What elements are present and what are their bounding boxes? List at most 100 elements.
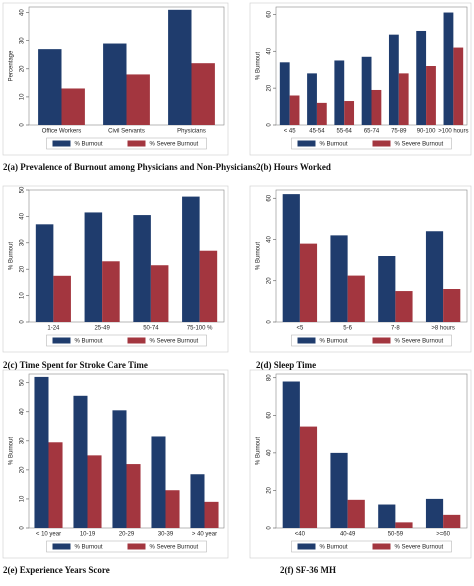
- bar: [425, 231, 444, 322]
- y-tick-label: 0: [267, 320, 273, 324]
- plot-frame: [28, 189, 225, 323]
- bar: [388, 34, 399, 125]
- legend-label: % Severe Burnout: [150, 141, 199, 147]
- y-tick-label: 0: [20, 320, 26, 324]
- bar: [426, 66, 436, 125]
- legend-swatch: [52, 337, 71, 344]
- x-tick-label: 40-49: [340, 532, 356, 538]
- bar: [316, 102, 327, 125]
- legend-label: % Burnout: [320, 544, 348, 550]
- x-tick-label: >8 hours: [431, 326, 455, 332]
- legend-label: % Burnout: [320, 141, 348, 147]
- legend-label: % Burnout: [75, 544, 103, 550]
- y-tick-label: 40: [267, 449, 273, 456]
- bar: [48, 442, 63, 528]
- legend-label: % Severe Burnout: [150, 338, 199, 344]
- y-tick-label: 30: [20, 437, 26, 444]
- bar: [347, 275, 365, 322]
- legend-label: % Severe Burnout: [395, 338, 444, 344]
- bar: [34, 376, 49, 528]
- bar: [73, 395, 88, 528]
- caption: 2(f) SF-36 MH: [280, 565, 336, 575]
- y-tick-label: 30: [20, 37, 26, 44]
- bar: [299, 243, 318, 322]
- x-tick-label: >100 hours: [438, 129, 468, 135]
- y-tick-label: 40: [20, 9, 26, 16]
- caption: 2(c) Time Spent for Stroke Care Time: [3, 360, 148, 370]
- caption: 2(b) Hours Worked: [256, 162, 331, 172]
- y-axis-label: % Burnout: [256, 52, 262, 80]
- bar: [416, 30, 427, 125]
- y-tick-label: 20: [267, 277, 273, 284]
- y-tick-label: 0: [267, 123, 273, 127]
- bar: [102, 261, 120, 322]
- x-tick-label: Office Workers: [42, 129, 81, 135]
- x-tick-label: <5: [296, 326, 304, 332]
- x-tick-label: 30-39: [158, 532, 174, 538]
- bar: [191, 63, 215, 125]
- y-tick-label: 60: [267, 194, 273, 201]
- x-tick-label: 55-64: [337, 129, 353, 135]
- x-tick-label: 75-100 %: [187, 326, 213, 332]
- bar: [168, 9, 192, 125]
- caption: 2(a) Prevalence of Burnout among Physici…: [3, 162, 257, 172]
- bar: [395, 291, 413, 322]
- y-tick-label: 60: [267, 10, 273, 17]
- caption: 2(e) Experience Years Score: [3, 565, 110, 575]
- y-axis-label: % Burnout: [256, 437, 262, 465]
- y-axis-label: % Burnout: [9, 242, 15, 270]
- x-tick-label: 5-6: [343, 326, 352, 332]
- bar: [344, 101, 355, 125]
- bar: [190, 474, 205, 528]
- x-tick-label: <40: [295, 532, 306, 538]
- bar: [61, 88, 85, 125]
- x-tick-label: Civil Servants: [108, 129, 145, 135]
- y-tick-label: 0: [20, 123, 26, 127]
- y-axis-label: Percentage: [9, 50, 15, 81]
- bar: [334, 60, 345, 125]
- legend-swatch: [372, 543, 391, 550]
- bar: [84, 212, 103, 322]
- bar: [204, 501, 219, 528]
- legend-label: % Severe Burnout: [395, 141, 444, 147]
- x-tick-label: 10-19: [80, 532, 96, 538]
- legend-swatch: [127, 543, 146, 550]
- x-tick-label: >=60: [436, 532, 450, 538]
- bar: [443, 12, 454, 125]
- bar: [378, 504, 396, 528]
- legend-box: [46, 540, 207, 553]
- legend-swatch: [52, 543, 71, 550]
- y-tick-label: 40: [20, 212, 26, 219]
- x-tick-label: < 45: [284, 129, 297, 135]
- caption: 2(d) Sleep Time: [256, 360, 317, 370]
- legend-label: % Severe Burnout: [150, 544, 199, 550]
- legend-box: [291, 540, 452, 553]
- bar: [347, 499, 365, 528]
- legend-box: [291, 334, 452, 347]
- bar: [371, 89, 382, 125]
- y-axis-label: % Burnout: [9, 437, 15, 465]
- plot-frame: [275, 373, 468, 529]
- legend-swatch: [52, 140, 71, 147]
- y-tick-label: 20: [20, 265, 26, 272]
- bar: [112, 410, 127, 528]
- x-tick-label: 7-8: [391, 326, 400, 332]
- bar: [38, 49, 62, 126]
- bar: [443, 289, 461, 322]
- y-tick-label: 10: [20, 93, 26, 100]
- bar: [378, 256, 396, 322]
- y-tick-label: 10: [20, 292, 26, 299]
- legend-swatch: [297, 140, 316, 147]
- y-tick-label: 40: [267, 47, 273, 54]
- bar: [103, 43, 127, 125]
- legend-box: [46, 137, 207, 150]
- legend-swatch: [372, 140, 391, 147]
- y-tick-label: 80: [267, 374, 273, 381]
- y-tick-label: 60: [267, 411, 273, 418]
- bar: [299, 426, 318, 528]
- y-tick-label: 20: [267, 486, 273, 493]
- legend-swatch: [127, 140, 146, 147]
- legend-label: % Severe Burnout: [395, 544, 444, 550]
- y-tick-label: 10: [20, 495, 26, 502]
- y-tick-label: 20: [20, 65, 26, 72]
